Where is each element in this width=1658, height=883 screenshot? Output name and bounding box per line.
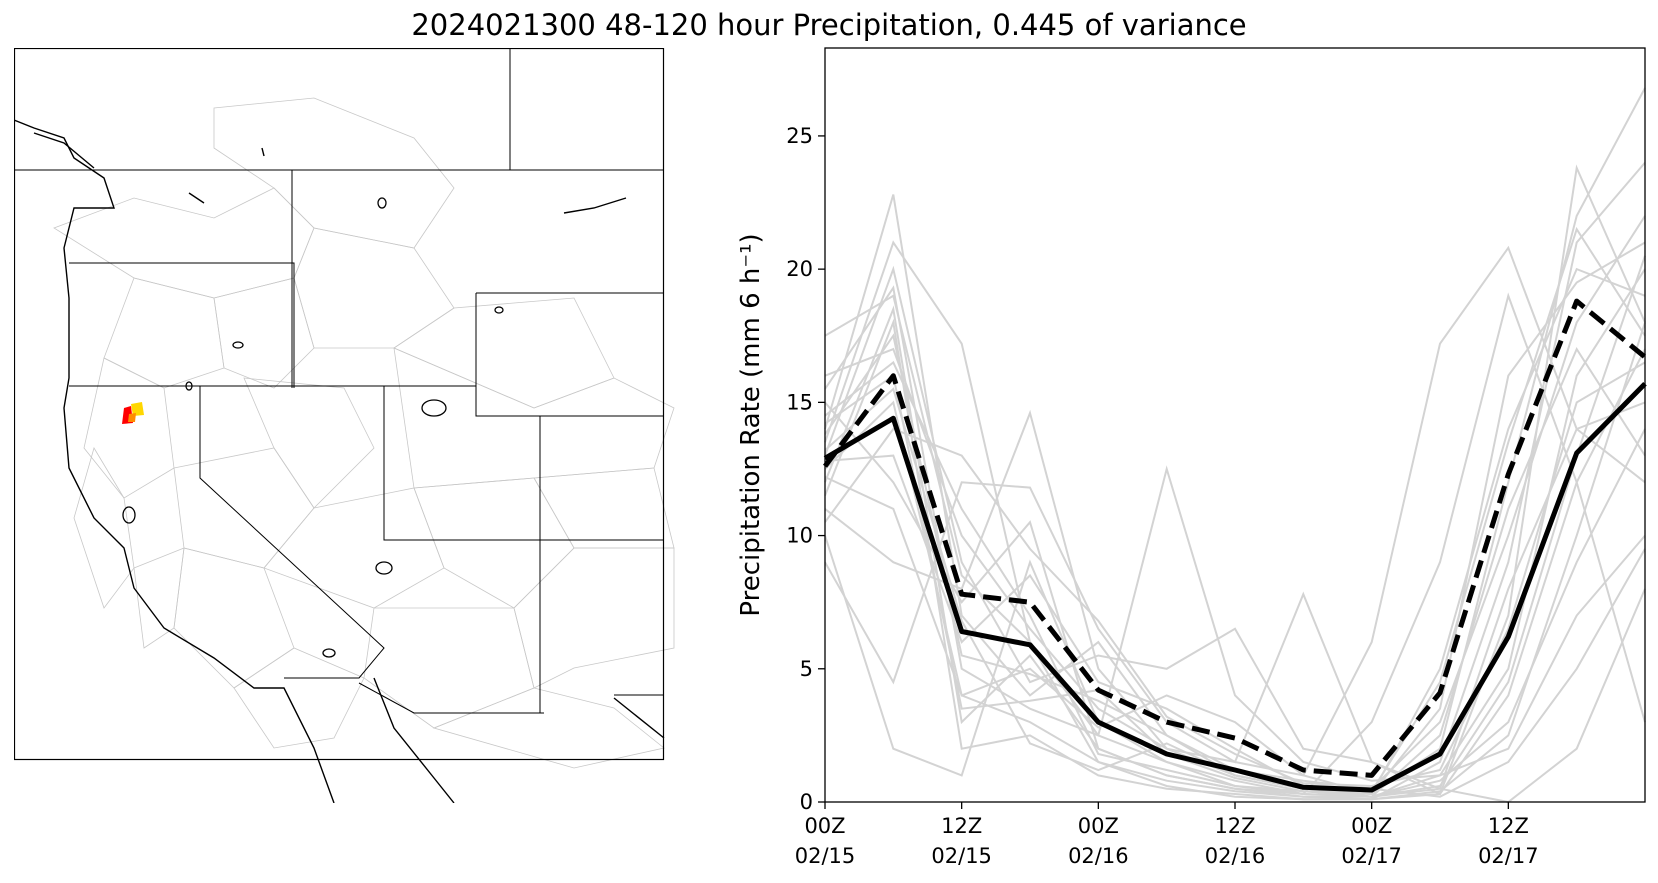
x-tick-label-time: 12Z — [941, 814, 982, 838]
y-tick-label: 25 — [786, 124, 813, 148]
x-tick-label-time: 00Z — [804, 814, 845, 838]
y-tick-label: 10 — [786, 524, 813, 548]
ensemble-member-line-16 — [824, 241, 1646, 796]
ensemble-member-line-10 — [824, 265, 1646, 804]
figure-title: 2024021300 48-120 hour Precipitation, 0.… — [411, 8, 1247, 42]
x-tick-label-time: 00Z — [1351, 814, 1392, 838]
x-tick-label-date: 02/17 — [1478, 844, 1539, 868]
ensemble-member-line-13 — [824, 161, 1646, 801]
ensemble-member-line-5 — [824, 285, 1646, 782]
ensemble-members — [824, 87, 1646, 804]
ensemble-member-line-9 — [824, 292, 1646, 796]
y-axis-label: Precipitation Rate (mm 6 h⁻¹) — [736, 233, 766, 616]
ensemble-member-line-20 — [824, 226, 1646, 793]
x-tick-label-date: 02/15 — [795, 844, 856, 868]
ensemble-member-line-6 — [824, 348, 1646, 796]
x-tick-label-date: 02/16 — [1068, 844, 1129, 868]
y-tick-label: 5 — [800, 657, 813, 681]
ensemble-member-line-15 — [824, 333, 1646, 798]
ensemble-member-line-3 — [824, 240, 1646, 798]
western-us-basin-map-icon — [14, 48, 675, 803]
x-axis-ticks: 00Z 02/15 12Z 02/15 00Z 02/16 12Z 02/16 00Z 02/17… — [795, 802, 1539, 868]
x-tick-label-time: 00Z — [1078, 814, 1119, 838]
y-tick-label: 20 — [786, 257, 813, 281]
ensemble-member-line-18 — [824, 361, 1646, 788]
ensemble-member-line-12 — [824, 428, 1646, 798]
ensemble-member-line-4 — [824, 215, 1646, 790]
y-tick-label: 15 — [786, 390, 813, 414]
map-frame — [14, 48, 665, 761]
x-tick-label-time: 12Z — [1488, 814, 1529, 838]
ensemble-member-line-8 — [824, 164, 1646, 801]
ensemble-member-line-17 — [824, 294, 1646, 801]
series-lines — [823, 298, 1647, 793]
ensemble-member-line-7 — [824, 245, 1646, 777]
map-panel — [14, 48, 675, 803]
x-tick-label-date: 02/15 — [931, 844, 992, 868]
ensemble-member-line-14 — [824, 346, 1646, 798]
x-tick-label-time: 12Z — [1214, 814, 1255, 838]
ensemble-member-line-19 — [824, 255, 1646, 798]
x-tick-label-date: 02/17 — [1341, 844, 1402, 868]
ensemble-member-line-2 — [824, 87, 1646, 796]
ensemble-member-line-11 — [824, 267, 1646, 796]
dashed-series-line — [823, 298, 1647, 778]
y-axis-ticks: 0 5 10 15 20 25 — [786, 124, 825, 814]
plot-frame — [824, 47, 1646, 803]
ensemble-member-line-1 — [824, 268, 1646, 798]
solid-series-line — [823, 381, 1647, 793]
y-tick-label: 0 — [800, 790, 813, 814]
x-tick-label-date: 02/16 — [1205, 844, 1266, 868]
